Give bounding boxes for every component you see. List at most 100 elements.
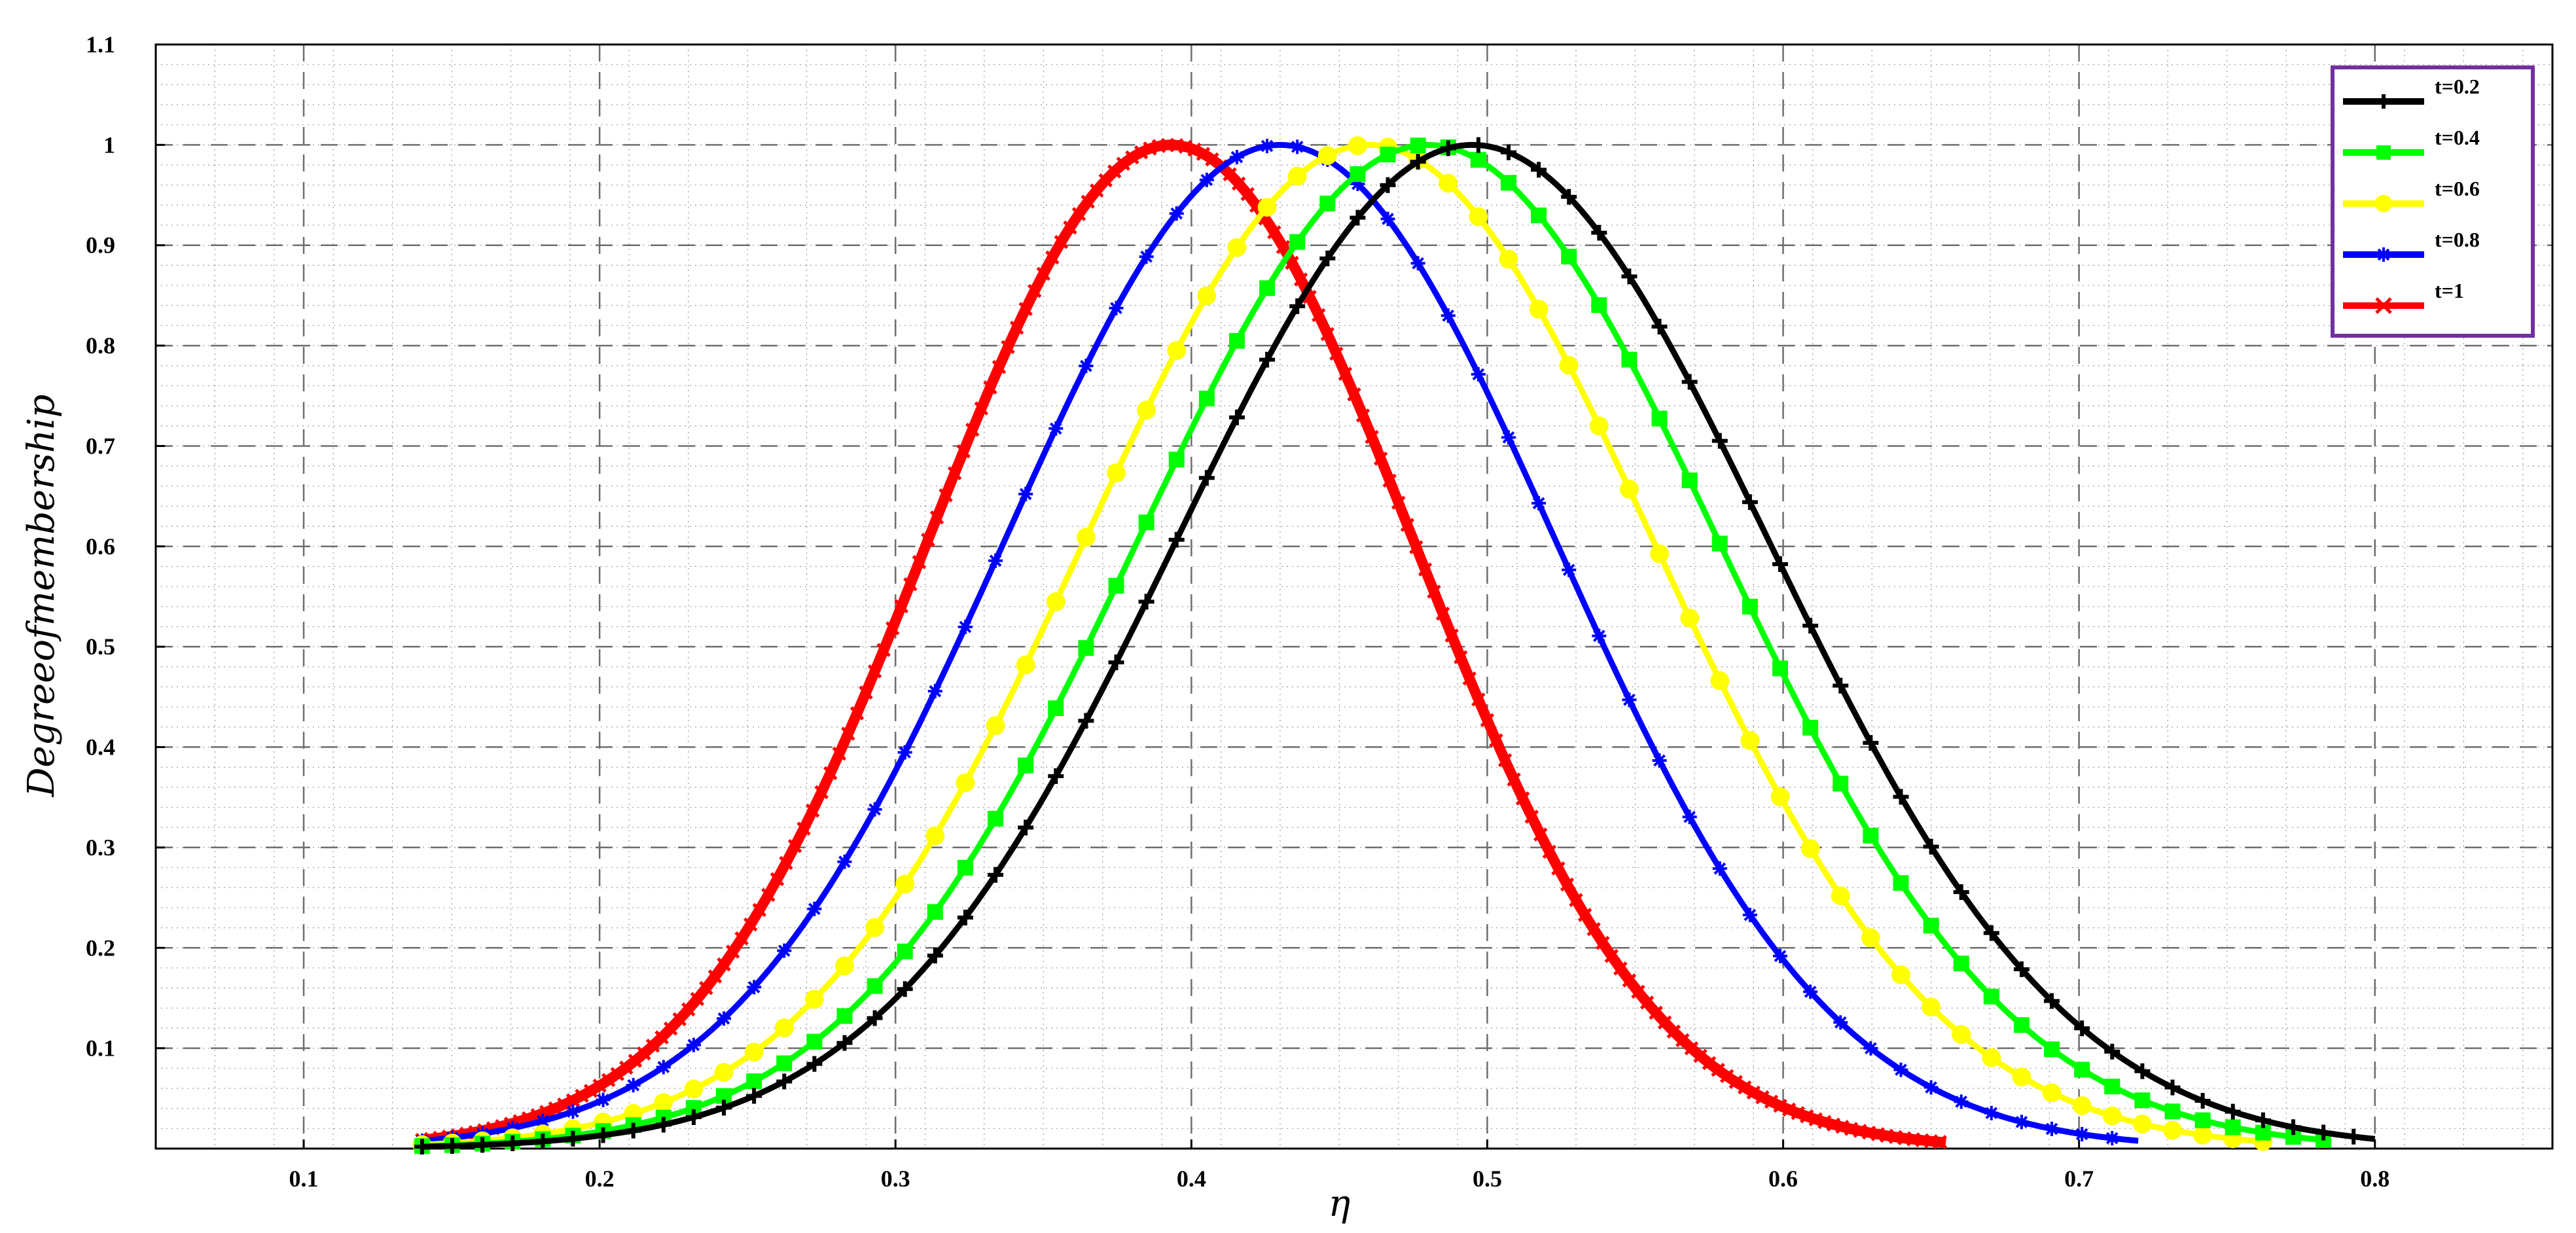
series-marker (1187, 142, 1202, 157)
series-marker (1079, 359, 1094, 374)
series-marker (1016, 655, 1035, 675)
series-marker (1893, 875, 1909, 891)
series-marker (1063, 220, 1077, 235)
series-marker (1435, 606, 1450, 621)
series-marker (2072, 1096, 2092, 1115)
series-marker (1497, 753, 1512, 768)
series-marker (1559, 355, 1579, 375)
series-marker (1863, 1041, 1878, 1056)
series-marker (1650, 544, 1669, 563)
series-marker (957, 859, 973, 876)
series-marker (1471, 366, 1486, 382)
series-marker (835, 956, 854, 976)
series-marker (699, 980, 713, 995)
series-marker (1800, 839, 1820, 859)
series-marker (805, 803, 820, 818)
series-marker (1613, 961, 1628, 976)
series-marker (988, 810, 1004, 827)
series-marker (1569, 893, 1583, 907)
series-marker (1891, 965, 1910, 984)
series-marker (1680, 608, 1700, 628)
series-marker (774, 1018, 794, 1038)
series-marker (1347, 387, 1361, 402)
y-tick-label: 0.2 (86, 935, 115, 961)
series-marker (1108, 654, 1124, 671)
series-marker (1799, 1109, 1814, 1124)
series-marker (867, 978, 883, 994)
series-marker (1982, 1048, 2001, 1067)
series-marker (746, 1073, 762, 1090)
series-marker (957, 619, 973, 634)
series-marker (2134, 1063, 2151, 1079)
series-marker (2164, 1103, 2181, 1120)
series-marker (2132, 1114, 2152, 1134)
series-marker (1287, 166, 1307, 186)
series-marker (1561, 188, 1577, 205)
series-marker (1228, 409, 1245, 425)
series-marker (1257, 198, 1277, 217)
series-marker (770, 872, 785, 887)
x-tick-label: 0.7 (2064, 1166, 2094, 1192)
series-marker (1755, 1090, 1770, 1105)
series-marker (690, 992, 705, 1007)
series-marker (1719, 1069, 1734, 1084)
series-marker (2044, 1041, 2060, 1058)
series-marker (2376, 247, 2391, 262)
series-marker (1228, 332, 1245, 349)
series-line (421, 141, 2331, 1149)
series-marker (897, 745, 912, 760)
series-marker (1138, 594, 1154, 610)
series-marker (1764, 1094, 1779, 1109)
series-marker (2374, 194, 2393, 213)
series-marker (1373, 452, 1388, 466)
series-marker (744, 1043, 764, 1062)
series-marker (1531, 495, 1547, 510)
series-marker (903, 577, 918, 592)
series-marker (1604, 948, 1619, 963)
series-marker (2163, 1120, 2182, 1140)
series-marker (1577, 908, 1592, 922)
series-marker (1531, 162, 1547, 178)
series-marker (1500, 175, 1516, 191)
y-tick-label: 1 (103, 132, 115, 158)
series-marker (505, 1120, 520, 1135)
series-marker (895, 874, 915, 894)
series-marker (655, 1117, 671, 1133)
series-marker (1382, 473, 1397, 488)
series-marker (505, 1135, 521, 1152)
series-marker (1983, 925, 1999, 941)
series-marker (654, 1093, 673, 1113)
legend: t=0.2 t=0.4 t=0.6 t=0.8 t=1 (2331, 65, 2535, 338)
series-marker (1076, 527, 1096, 547)
series-marker (1048, 700, 1064, 717)
series-marker (912, 555, 927, 569)
series-marker (1229, 150, 1244, 165)
series-marker (752, 902, 767, 918)
series-marker (2225, 1119, 2241, 1135)
series-marker (1227, 238, 1247, 257)
series-marker (1533, 827, 1548, 842)
series-marker (2074, 1062, 2090, 1078)
series-marker (761, 887, 776, 902)
series-marker (1018, 486, 1033, 501)
series-marker (1742, 908, 1757, 923)
series-marker (867, 664, 882, 679)
series-marker (1622, 692, 1637, 707)
series-marker (2104, 1079, 2120, 1095)
series-marker (867, 1010, 883, 1026)
series-marker (927, 684, 942, 699)
series-marker (850, 706, 865, 721)
series-marker (1240, 187, 1255, 202)
series-marker (1409, 540, 1423, 554)
series-marker (1984, 1105, 1999, 1120)
series-marker (1791, 1105, 1805, 1120)
series-marker (1355, 408, 1370, 423)
series-marker (1923, 838, 1939, 855)
series-marker (1168, 452, 1185, 468)
series-marker (787, 839, 802, 853)
series-marker (1953, 956, 1969, 972)
series-marker (1560, 877, 1575, 892)
series-marker (939, 488, 953, 503)
series-marker (1107, 463, 1126, 482)
series-marker (1562, 562, 1577, 577)
